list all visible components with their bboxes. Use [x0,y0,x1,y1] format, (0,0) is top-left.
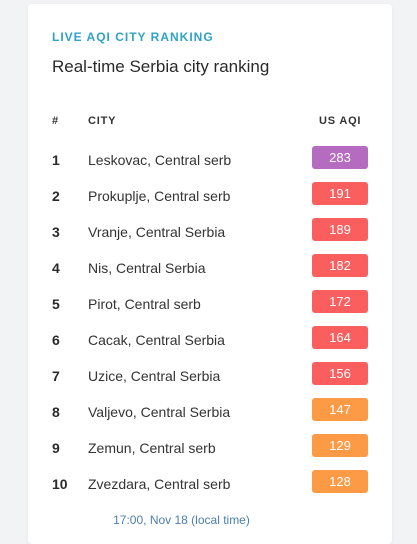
rank-number: 7 [52,368,60,384]
ranking-list: 1 Leskovac, Central serb 283 2 Prokuplje… [28,144,392,504]
ranking-card: LIVE AQI CITY RANKING Real-time Serbia c… [28,4,392,544]
page-title: Real-time Serbia city ranking [52,57,270,76]
aqi-badge: 182 [312,254,368,277]
rank-number: 10 [52,476,68,492]
aqi-badge: 156 [312,362,368,385]
column-header-city: CITY [88,115,117,127]
city-name[interactable]: Zvezdara, Central serb [88,476,231,492]
rank-number: 6 [52,332,60,348]
ranking-row[interactable]: 9 Zemun, Central serb 129 [28,432,392,468]
ranking-row[interactable]: 10 Zvezdara, Central serb 128 [28,468,392,504]
city-name[interactable]: Zemun, Central serb [88,440,216,456]
aqi-badge: 172 [312,290,368,313]
ranking-row[interactable]: 7 Uzice, Central Serbia 156 [28,360,392,396]
ranking-row[interactable]: 8 Valjevo, Central Serbia 147 [28,396,392,432]
ranking-row[interactable]: 2 Prokuplje, Central serb 191 [28,180,392,216]
rank-number: 9 [52,440,60,456]
rank-number: 4 [52,260,60,276]
city-name[interactable]: Prokuplje, Central serb [88,188,231,204]
city-name[interactable]: Valjevo, Central Serbia [88,404,231,420]
city-name[interactable]: Leskovac, Central serb [88,152,232,168]
update-timestamp: 17:00, Nov 18 (local time) [113,513,250,527]
city-name[interactable]: Cacak, Central Serbia [88,332,225,348]
aqi-badge: 128 [312,470,368,493]
aqi-badge: 129 [312,434,368,457]
ranking-row[interactable]: 6 Cacak, Central Serbia 164 [28,324,392,360]
ranking-row[interactable]: 4 Nis, Central Serbia 182 [28,252,392,288]
rank-number: 5 [52,296,60,312]
ranking-row[interactable]: 5 Pirot, Central serb 172 [28,288,392,324]
section-eyebrow: LIVE AQI CITY RANKING [52,30,214,44]
column-header-aqi: US AQI [319,115,362,127]
aqi-badge: 189 [312,218,368,241]
city-name[interactable]: Nis, Central Serbia [88,260,206,276]
rank-number: 3 [52,224,60,240]
city-name[interactable]: Vranje, Central Serbia [88,224,226,240]
aqi-badge: 283 [312,146,368,169]
rank-number: 8 [52,404,60,420]
aqi-badge: 191 [312,182,368,205]
rank-number: 2 [52,188,60,204]
aqi-badge: 147 [312,398,368,421]
ranking-row[interactable]: 3 Vranje, Central Serbia 189 [28,216,392,252]
aqi-badge: 164 [312,326,368,349]
column-header-rank: # [52,115,59,127]
ranking-row[interactable]: 1 Leskovac, Central serb 283 [28,144,392,180]
city-name[interactable]: Uzice, Central Serbia [88,368,221,384]
rank-number: 1 [52,152,60,168]
city-name[interactable]: Pirot, Central serb [88,296,201,312]
